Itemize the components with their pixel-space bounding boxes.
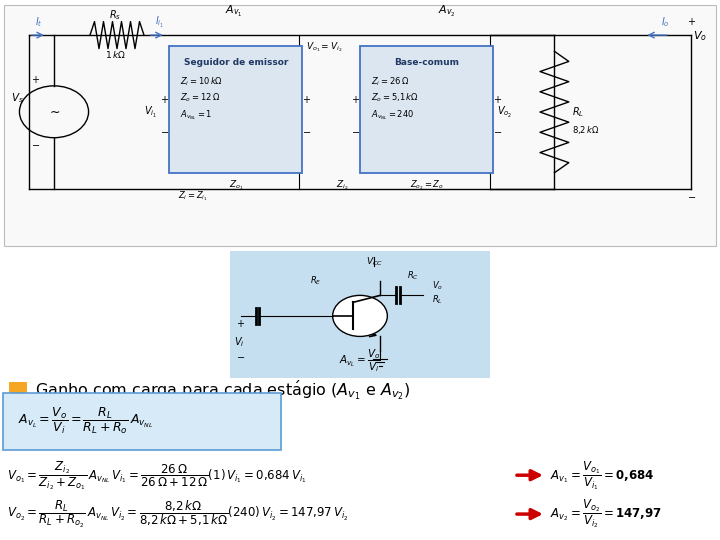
- Text: $R_s$: $R_s$: [109, 8, 121, 22]
- Text: $I_{i_1}$: $I_{i_1}$: [155, 15, 164, 30]
- Text: $V_{o_1} = V_{i_2}$: $V_{o_1} = V_{i_2}$: [306, 40, 342, 54]
- Text: $A_{v_1} = \dfrac{V_{o_1}}{V_{i_1}} = \mathbf{0{,}684}$: $A_{v_1} = \dfrac{V_{o_1}}{V_{i_1}} = \m…: [550, 459, 654, 491]
- Text: $-$: $-$: [32, 139, 40, 149]
- FancyBboxPatch shape: [360, 46, 493, 173]
- FancyBboxPatch shape: [3, 393, 281, 450]
- Text: $V_o$: $V_o$: [432, 280, 443, 292]
- Bar: [4, 5, 716, 246]
- Text: $R_L$: $R_L$: [432, 293, 443, 306]
- Text: $8{,}2\,k\Omega$: $8{,}2\,k\Omega$: [572, 124, 600, 136]
- Text: $V_{o_2} = \dfrac{R_L}{R_L + R_{o_2}}\,A_{v_{NL}}\,V_{i_2}$$ = \dfrac{8{,}2\,k\O: $V_{o_2} = \dfrac{R_L}{R_L + R_{o_2}}\,A…: [7, 498, 348, 530]
- Text: $-$: $-$: [687, 191, 696, 201]
- Text: Ganho com carga para cada est$\acute{\rm a}$gio ($A_{v_1}$ e $A_{v_2}$): Ganho com carga para cada est$\acute{\rm…: [35, 378, 410, 402]
- Text: $+$: $+$: [687, 16, 696, 28]
- FancyBboxPatch shape: [169, 46, 302, 173]
- Text: $Z_i = 26\,\Omega$: $Z_i = 26\,\Omega$: [371, 76, 409, 88]
- Text: $A_{v_2}$: $A_{v_2}$: [438, 4, 455, 19]
- Text: $+$: $+$: [351, 94, 360, 105]
- Text: $Z_i = 10\,k\Omega$: $Z_i = 10\,k\Omega$: [180, 76, 223, 88]
- Text: $R_L$: $R_L$: [572, 105, 585, 119]
- Bar: [9, 382, 27, 400]
- Text: $V_{CC}$: $V_{CC}$: [366, 255, 383, 268]
- Text: $V_o$: $V_o$: [693, 29, 707, 43]
- Text: $\sim$: $\sim$: [48, 105, 60, 118]
- Text: $+$: $+$: [236, 318, 246, 329]
- Text: $-$: $-$: [160, 126, 169, 136]
- Text: $V_s$: $V_s$: [11, 91, 24, 105]
- Text: $A_{v_{NL}} = 1$: $A_{v_{NL}} = 1$: [180, 108, 212, 122]
- Text: $A_{v_2} = \dfrac{V_{o_2}}{V_{i_2}} = \mathbf{147{,}97}$: $A_{v_2} = \dfrac{V_{o_2}}{V_{i_2}} = \m…: [550, 498, 662, 530]
- Text: Seguidor de emissor: Seguidor de emissor: [184, 58, 288, 68]
- Text: $1\,k\Omega$: $1\,k\Omega$: [105, 49, 125, 59]
- Text: $I_t$: $I_t$: [35, 15, 42, 29]
- Circle shape: [333, 295, 387, 336]
- Text: $Z_{o_1}$: $Z_{o_1}$: [228, 178, 243, 192]
- Text: $Z_o = 5{,}1\,k\Omega$: $Z_o = 5{,}1\,k\Omega$: [371, 92, 418, 104]
- Text: $Z_o = 12\,\Omega$: $Z_o = 12\,\Omega$: [180, 92, 220, 104]
- Text: $R_C$: $R_C$: [407, 269, 419, 282]
- Text: $+$: $+$: [493, 94, 503, 105]
- Text: $V_{o_1} = \dfrac{Z_{i_2}}{Z_{i_2} + Z_{o_1}}\,A_{v_{NL}}\,V_{i_1}$$ = \dfrac{26: $V_{o_1} = \dfrac{Z_{i_2}}{Z_{i_2} + Z_{…: [7, 459, 307, 491]
- Bar: [230, 251, 490, 378]
- Text: $A_{v_L} = \dfrac{V_o}{V_i}$: $A_{v_L} = \dfrac{V_o}{V_i}$: [339, 347, 381, 374]
- Text: Base-comum: Base-comum: [394, 58, 459, 68]
- Text: $+$: $+$: [160, 94, 169, 105]
- Text: $A_{v_{NL}} = 240$: $A_{v_{NL}} = 240$: [371, 108, 414, 122]
- Text: $A_{v_L} = \dfrac{V_o}{V_i} = \dfrac{R_L}{R_L + R_o}\,A_{v_{NL}}$: $A_{v_L} = \dfrac{V_o}{V_i} = \dfrac{R_L…: [18, 406, 153, 436]
- Text: $V_i$: $V_i$: [234, 335, 245, 349]
- Text: $-$: $-$: [302, 126, 312, 136]
- Text: $Z_i = Z_{i_1}$: $Z_i = Z_{i_1}$: [178, 189, 207, 202]
- Text: $-$: $-$: [351, 126, 360, 136]
- Text: $+$: $+$: [32, 74, 40, 85]
- Text: $+$: $+$: [302, 94, 312, 105]
- Text: $R_E$: $R_E$: [310, 274, 321, 287]
- Text: $A_{v_1}$: $A_{v_1}$: [225, 4, 243, 19]
- Text: $-$: $-$: [493, 126, 503, 136]
- Text: $-$: $-$: [236, 351, 246, 361]
- Text: $Z_{o_2} = Z_o$: $Z_{o_2} = Z_o$: [410, 178, 444, 192]
- Text: $I_o$: $I_o$: [661, 15, 670, 29]
- Text: $V_{o_2}$: $V_{o_2}$: [497, 105, 512, 120]
- Text: $Z_{i_2}$: $Z_{i_2}$: [336, 178, 348, 192]
- Text: $V_{i_1}$: $V_{i_1}$: [144, 105, 157, 120]
